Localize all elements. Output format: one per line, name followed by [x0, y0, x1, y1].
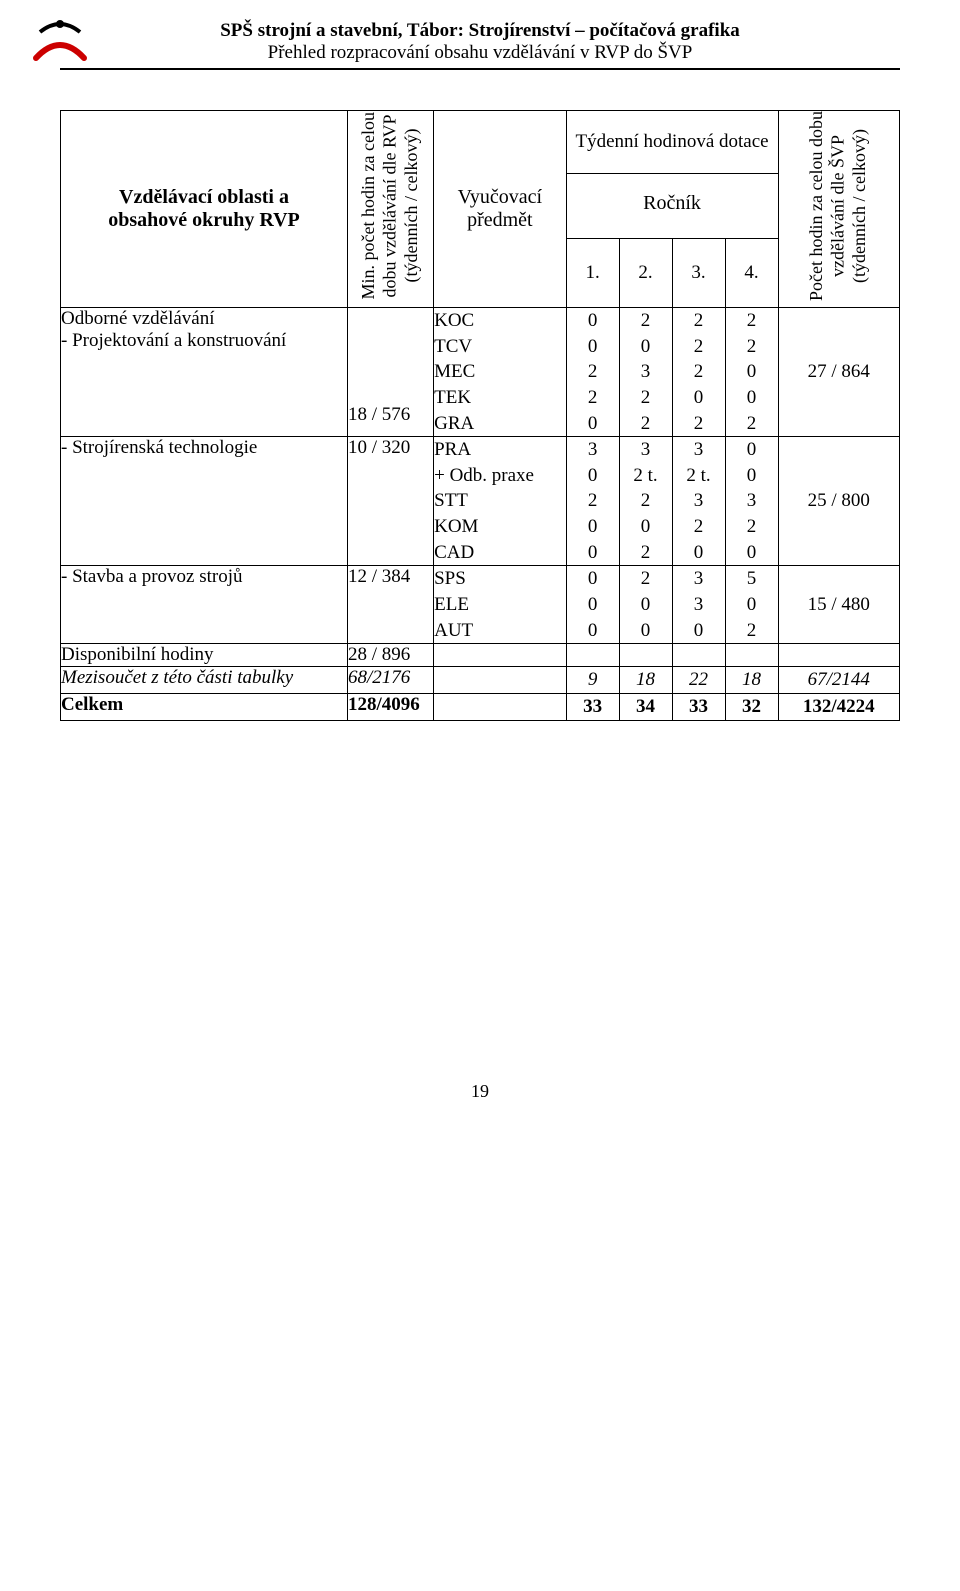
mezi-label: Mezisoučet z této části tabulky	[61, 667, 348, 694]
year1-cell: 0 0 0	[566, 566, 619, 644]
document-header: SPŠ strojní a stavební, Tábor: Strojíren…	[60, 20, 900, 70]
celkem-total: 132/4224	[778, 693, 899, 720]
year1-cell: 3 0 2 0 0	[566, 437, 619, 566]
table-row-celkem: Celkem 128/4096 33 34 33 32 132/4224	[61, 693, 900, 720]
celkem-y3: 33	[672, 693, 725, 720]
page-number: 19	[60, 1081, 900, 1102]
subjects-cell: PRA + Odb. praxe STT KOM CAD	[434, 437, 566, 566]
area-title: Odborné vzdělávání	[61, 308, 347, 330]
celkem-min: 128/4096	[348, 693, 434, 720]
subjects-cell: SPS ELE AUT	[434, 566, 566, 644]
header-title: SPŠ strojní a stavební, Tábor: Strojíren…	[60, 20, 900, 42]
table-row: - Stavba a provoz strojů 12 / 384 SPS EL…	[61, 566, 900, 644]
year3-cell: 3 3 0	[672, 566, 725, 644]
min-hours-cell: 12 / 384	[348, 566, 434, 644]
year4-cell: 0 0 3 2 0	[725, 437, 778, 566]
celkem-y2: 34	[619, 693, 672, 720]
min-hours-cell: 10 / 320	[348, 437, 434, 566]
header-subtitle: Přehled rozpracování obsahu vzdělávání v…	[60, 42, 900, 64]
table-row: Odborné vzdělávání - Projektování a kons…	[61, 307, 900, 436]
mezi-y3: 22	[672, 667, 725, 694]
total-cell: 27 / 864	[778, 307, 899, 436]
mezi-min: 68/2176	[348, 667, 434, 694]
col-header-total-hours: Počet hodin za celou dobu vzdělávání dle…	[778, 111, 899, 308]
col-header-areas: Vzdělávací oblasti a obsahové okruhy RVP	[61, 111, 348, 308]
table-row-mezisoucet: Mezisoučet z této části tabulky 68/2176 …	[61, 667, 900, 694]
col-header-year-2: 2.	[619, 238, 672, 307]
year4-cell: 5 0 2	[725, 566, 778, 644]
col-header-year-1: 1.	[566, 238, 619, 307]
col-header-weekly-allocation: Týdenní hodinová dotace	[566, 111, 778, 174]
area-cell: - Stavba a provoz strojů	[61, 566, 348, 644]
mezi-y2: 18	[619, 667, 672, 694]
area-item: - Stavba a provoz strojů	[61, 566, 347, 588]
school-logo	[30, 14, 90, 64]
curriculum-table: Vzdělávací oblasti a obsahové okruhy RVP…	[60, 110, 900, 721]
col-header-year-4: 4.	[725, 238, 778, 307]
min-hours-cell: 18 / 576	[348, 307, 434, 436]
celkem-label: Celkem	[61, 693, 348, 720]
year3-cell: 2 2 2 0 2	[672, 307, 725, 436]
total-cell: 25 / 800	[778, 437, 899, 566]
celkem-y1: 33	[566, 693, 619, 720]
table-row: - Strojírenská technologie 10 / 320 PRA …	[61, 437, 900, 566]
area-cell: Odborné vzdělávání - Projektování a kons…	[61, 307, 348, 436]
total-cell: 15 / 480	[778, 566, 899, 644]
col-header-year-group: Ročník	[566, 173, 778, 238]
area-item: - Strojírenská technologie	[61, 437, 347, 459]
area-item: - Projektování a konstruování	[61, 330, 347, 352]
year2-cell: 2 0 0	[619, 566, 672, 644]
mezi-y4: 18	[725, 667, 778, 694]
table-row-disponibilni: Disponibilní hodiny 28 / 896	[61, 644, 900, 667]
mezi-total: 67/2144	[778, 667, 899, 694]
year1-cell: 0 0 2 2 0	[566, 307, 619, 436]
col-header-subject: Vyučovací předmět	[434, 111, 566, 308]
area-cell: - Strojírenská technologie	[61, 437, 348, 566]
col-header-min-hours: Min. počet hodin za celou dobu vzděláván…	[348, 111, 434, 308]
disp-label: Disponibilní hodiny	[61, 644, 348, 667]
disp-min: 28 / 896	[348, 644, 434, 667]
year2-cell: 2 0 3 2 2	[619, 307, 672, 436]
year2-cell: 3 2 t. 2 0 2	[619, 437, 672, 566]
col-header-year-3: 3.	[672, 238, 725, 307]
year4-cell: 2 2 0 0 2	[725, 307, 778, 436]
celkem-y4: 32	[725, 693, 778, 720]
year3-cell: 3 2 t. 3 2 0	[672, 437, 725, 566]
mezi-y1: 9	[566, 667, 619, 694]
subjects-cell: KOC TCV MEC TEK GRA	[434, 307, 566, 436]
